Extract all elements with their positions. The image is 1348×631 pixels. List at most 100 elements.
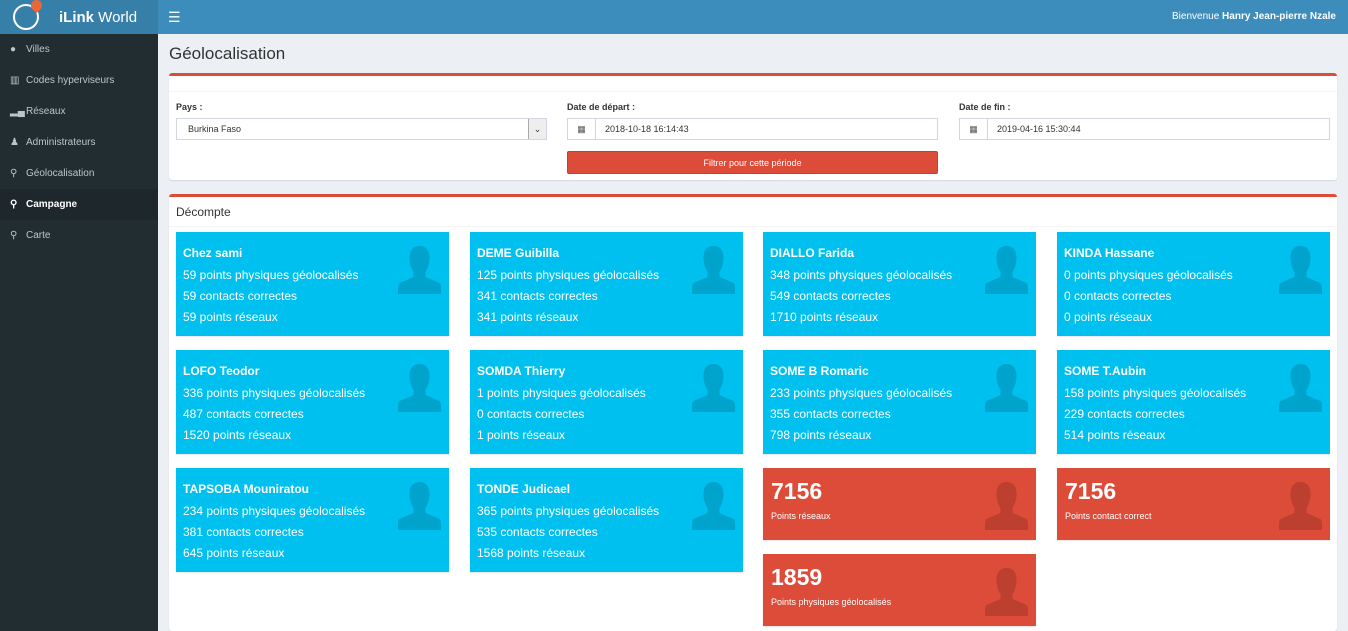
sidebar-item-label: Codes hyperviseurs — [26, 75, 115, 86]
total-value: 1859 — [771, 564, 823, 590]
agent-name: SOMDA Thierry — [477, 364, 566, 378]
agent-name: TAPSOBA Mouniratou — [183, 482, 309, 496]
geolocated-points: 234 points physiques géolocalisés — [183, 504, 366, 518]
network-points: 59 points réseaux — [183, 310, 278, 324]
network-points: 514 points réseaux — [1064, 428, 1166, 442]
user-silhouette-icon — [692, 246, 735, 294]
network-points: 1520 points réseaux — [183, 428, 292, 442]
correct-contacts: 59 contacts correctes — [183, 289, 298, 303]
network-points: 1710 points réseaux — [770, 310, 879, 324]
sidebar-item-villes[interactable]: ● Villes — [0, 34, 158, 65]
geolocated-points: 158 points physiques géolocalisés — [1064, 386, 1247, 400]
correct-contacts: 341 contacts correctes — [477, 289, 598, 303]
total-label: Points contact correct — [1065, 511, 1152, 521]
total-card: 7156 Points réseaux — [763, 468, 1036, 540]
sidebar: ● Villes ▥ Codes hyperviseurs ▂▄ Réseaux ♟ Admi… — [0, 34, 158, 631]
user-name[interactable]: Hanry Jean-pierre Nzale — [1222, 11, 1336, 22]
sidebar-item-label: Carte — [26, 230, 51, 241]
correct-contacts: 549 contacts correctes — [770, 289, 891, 303]
geolocated-points: 365 points physiques géolocalisés — [477, 504, 660, 518]
filter-button[interactable]: Filtrer pour cette période — [567, 151, 938, 174]
sidebar-item-campagne[interactable]: ⚲ Campagne — [0, 189, 158, 220]
agent-name: DEME Guibilla — [477, 246, 560, 260]
country-label: Pays : — [176, 102, 203, 112]
agent-name: DIALLO Farida — [770, 246, 855, 260]
agent-card: DIALLO Farida 348 points physiques géolo… — [763, 232, 1036, 336]
country-select[interactable]: Burkina Faso ⌄ — [176, 118, 547, 140]
agent-card: Chez sami 59 points physiques géolocalis… — [176, 232, 449, 336]
agent-card: TAPSOBA Mouniratou 234 points physiques … — [176, 468, 449, 572]
sidebar-item-label: Administrateurs — [26, 137, 96, 148]
network-points: 1568 points réseaux — [477, 546, 586, 560]
network-points: 1 points réseaux — [477, 428, 566, 442]
filter-box: Pays : Burkina Faso ⌄ Date de départ : ▦… — [169, 73, 1337, 180]
geolocated-points: 348 points physiques géolocalisés — [770, 268, 953, 282]
correct-contacts: 381 contacts correctes — [183, 525, 304, 539]
user-silhouette-icon — [985, 364, 1028, 412]
total-value: 7156 — [771, 478, 823, 504]
welcome-message: Bienvenue Hanry Jean-pierre Nzale — [1172, 11, 1336, 22]
chevron-down-icon[interactable]: ⌄ — [528, 119, 546, 139]
agent-card: DEME Guibilla 125 points physiques géolo… — [470, 232, 743, 336]
correct-contacts: 535 contacts correctes — [477, 525, 598, 539]
end-date-input[interactable]: ▦ 2019-04-16 15:30:44 — [959, 118, 1330, 140]
network-points: 0 points réseaux — [1064, 310, 1153, 324]
user-icon: ♟ — [10, 137, 19, 148]
agent-card: TONDE Judicael 365 points physiques géol… — [470, 468, 743, 572]
map-marker-icon: ⚲ — [10, 168, 18, 179]
sidebar-item-g-olocalisation[interactable]: ⚲ Géolocalisation — [0, 158, 158, 189]
agent-name: Chez sami — [183, 246, 243, 260]
start-date-input[interactable]: ▦ 2018-10-18 16:14:43 — [567, 118, 938, 140]
agent-name: LOFO Teodor — [183, 364, 260, 378]
network-points: 645 points réseaux — [183, 546, 285, 560]
agent-name: TONDE Judicael — [477, 482, 571, 496]
correct-contacts: 487 contacts correctes — [183, 407, 304, 421]
correct-contacts: 229 contacts correctes — [1064, 407, 1185, 421]
top-navbar: ☰ Bienvenue Hanry Jean-pierre Nzale — [158, 0, 1348, 34]
total-card: 7156 Points contact correct — [1057, 468, 1330, 540]
end-date-label: Date de fin : — [959, 102, 1011, 112]
geolocated-points: 0 points physiques géolocalisés — [1064, 268, 1233, 282]
total-label: Points physiques géolocalisés — [771, 597, 892, 607]
total-label: Points réseaux — [771, 511, 831, 521]
user-silhouette-icon — [1279, 246, 1322, 294]
user-silhouette-icon — [985, 246, 1028, 294]
user-silhouette-icon — [1279, 482, 1322, 530]
total-value: 7156 — [1065, 478, 1117, 504]
agent-name: KINDA Hassane — [1064, 246, 1155, 260]
sidebar-item-codes-hyperviseurs[interactable]: ▥ Codes hyperviseurs — [0, 65, 158, 96]
decompte-box: Décompte Chez sami 59 points physiques g… — [169, 194, 1337, 631]
correct-contacts: 0 contacts correctes — [477, 407, 585, 421]
main-content: Géolocalisation Pays : Burkina Faso ⌄ Da… — [158, 34, 1348, 631]
app-logo[interactable]: iLink World — [0, 0, 158, 34]
user-silhouette-icon — [985, 482, 1028, 530]
agent-card: SOME B Romaric 233 points physiques géol… — [763, 350, 1036, 454]
network-points: 798 points réseaux — [770, 428, 872, 442]
sidebar-item-carte[interactable]: ⚲ Carte — [0, 220, 158, 251]
page-title: Géolocalisation — [169, 44, 286, 63]
globe-logo-icon — [13, 0, 45, 30]
sidebar-item-r-seaux[interactable]: ▂▄ Réseaux — [0, 96, 158, 127]
menu-toggle-icon[interactable]: ☰ — [168, 9, 181, 25]
agent-card: SOME T.Aubin 158 points physiques géoloc… — [1057, 350, 1330, 454]
sidebar-item-label: Réseaux — [26, 106, 66, 117]
signal-icon: ▂▄ — [10, 106, 25, 117]
sidebar-item-label: Campagne — [26, 199, 78, 210]
total-card: 1859 Points physiques géolocalisés — [763, 554, 1036, 626]
user-silhouette-icon — [985, 568, 1028, 616]
geolocated-points: 336 points physiques géolocalisés — [183, 386, 366, 400]
agent-card: KINDA Hassane 0 points physiques géoloca… — [1057, 232, 1330, 336]
geolocated-points: 125 points physiques géolocalisés — [477, 268, 660, 282]
user-silhouette-icon — [398, 482, 441, 530]
user-silhouette-icon — [398, 364, 441, 412]
correct-contacts: 0 contacts correctes — [1064, 289, 1172, 303]
geolocated-points: 59 points physiques géolocalisés — [183, 268, 359, 282]
geolocated-points: 1 points physiques géolocalisés — [477, 386, 646, 400]
agent-card: LOFO Teodor 336 points physiques géoloca… — [176, 350, 449, 454]
sidebar-item-administrateurs[interactable]: ♟ Administrateurs — [0, 127, 158, 158]
decompte-title: Décompte — [169, 197, 1337, 227]
sidebar-item-label: Géolocalisation — [26, 168, 95, 179]
globe-icon: ● — [10, 44, 17, 55]
user-silhouette-icon — [692, 482, 735, 530]
map-marker-icon: ⚲ — [10, 230, 18, 241]
